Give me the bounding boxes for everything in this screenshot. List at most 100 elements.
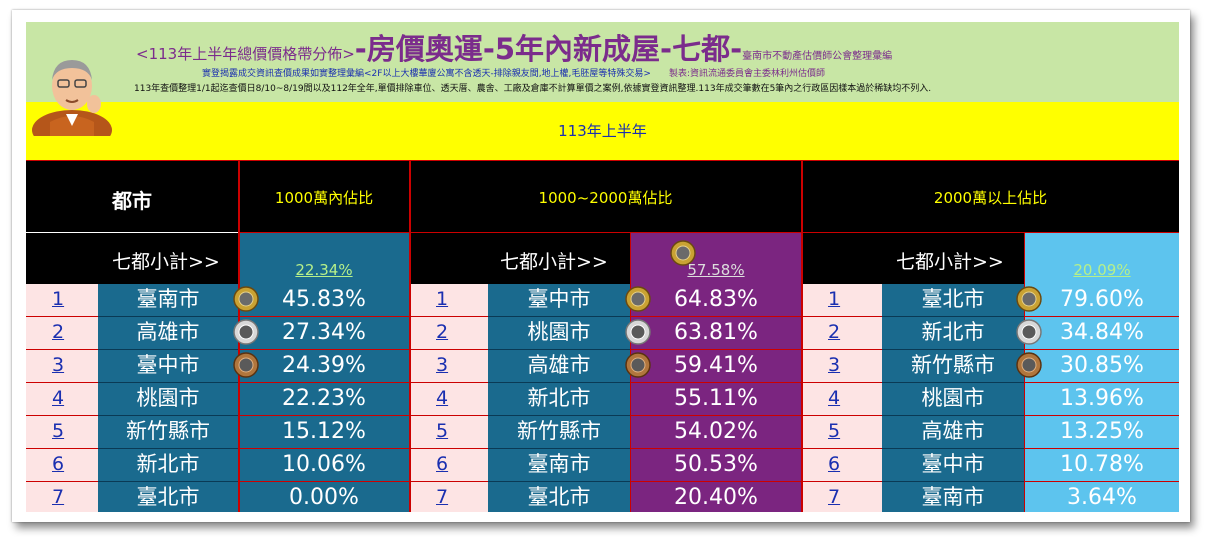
bronze-medal-icon [625, 352, 651, 378]
pct-cell: 64.83% [631, 284, 801, 317]
city-cell: 高雄市 [98, 317, 238, 350]
gold-medal-icon [625, 286, 651, 312]
group2-subtotal: 57.58% [687, 261, 745, 279]
group3-header: 2000萬以上佔比 [933, 189, 1048, 207]
subtotal-label: 七都小計>> [896, 251, 1004, 273]
group3-header-cell: 2000萬以上佔比 [802, 161, 1179, 232]
rank-link[interactable]: 1 [26, 284, 98, 317]
rank-link[interactable]: 5 [410, 416, 488, 449]
rank-link[interactable]: 5 [802, 416, 882, 449]
rank-link[interactable]: 6 [802, 449, 882, 482]
city-cell: 臺中市 [882, 449, 1024, 482]
pct-cell: 22.23% [239, 383, 409, 416]
group1-header-cell: 1000萬內佔比 [239, 161, 409, 232]
subtitle-maker: 製表:資訊流通委員會主委林利州估價師 [668, 69, 826, 79]
rank-link[interactable]: 3 [410, 350, 488, 383]
period-label: 113年上半年 [558, 122, 647, 140]
subtotal-label: 七都小計>> [500, 251, 608, 273]
city-cell: 桃園市 [98, 383, 238, 416]
rank-link[interactable]: 6 [410, 449, 488, 482]
city-cell: 高雄市 [488, 350, 630, 383]
bronze-medal-icon [233, 352, 259, 378]
rank-link[interactable]: 6 [26, 449, 98, 482]
silver-medal-icon [1016, 319, 1042, 345]
group1-subtotal-cell: 22.34% [239, 233, 409, 284]
subtitle-source: 實登揭露成交資訊查價成果如實整理彙編<2F以上大樓華廈公寓不含透天-排除親友間,… [202, 69, 651, 79]
city-header: 都市 [112, 189, 152, 213]
period-band: 113年上半年 [26, 102, 1179, 161]
group2-subtotal-cell: 57.58% [631, 233, 801, 284]
pct-cell: 20.40% [631, 482, 801, 512]
city-cell: 臺中市 [488, 284, 630, 317]
subtotal-label-cell-2: 七都小計>> [410, 233, 630, 284]
pct-cell: 15.12% [239, 416, 409, 449]
city-cell: 新北市 [882, 317, 1024, 350]
city-cell: 新竹縣市 [98, 416, 238, 449]
pct-cell: 10.06% [239, 449, 409, 482]
pct-cell: 13.96% [1025, 383, 1179, 416]
subtitle-line: 實登揭露成交資訊查價成果如實整理彙編<2F以上大樓華廈公寓不含透天-排除親友間,… [202, 66, 825, 79]
spreadsheet-view: <113年上半年總價價格帶分佈>-房價奧運-5年內新成屋-七都-臺南市不動產估價… [26, 22, 1179, 512]
rank-link[interactable]: 7 [410, 482, 488, 512]
silver-medal-icon [625, 319, 651, 345]
page-title: -房價奧運-5年內新成屋-七都- [354, 32, 743, 66]
city-cell: 臺北市 [98, 482, 238, 512]
city-header-cell: 都市 [26, 161, 238, 232]
rank-link[interactable]: 5 [26, 416, 98, 449]
group2-header: 1000~2000萬佔比 [538, 189, 673, 207]
grid-line [801, 161, 803, 512]
rank-link[interactable]: 4 [410, 383, 488, 416]
pct-cell: 50.53% [631, 449, 801, 482]
silver-medal-icon [233, 319, 259, 345]
rank-link[interactable]: 1 [410, 284, 488, 317]
city-cell: 桃園市 [882, 383, 1024, 416]
pct-cell: 10.78% [1025, 449, 1179, 482]
rank-link[interactable]: 2 [802, 317, 882, 350]
pct-cell: 0.00% [239, 482, 409, 512]
group2-header-cell: 1000~2000萬佔比 [410, 161, 801, 232]
pct-cell: 55.11% [631, 383, 801, 416]
pct-cell: 3.64% [1025, 482, 1179, 512]
grid-line [239, 232, 1179, 233]
city-cell: 臺南市 [882, 482, 1024, 512]
city-cell: 新北市 [98, 449, 238, 482]
gold-medal-icon [1016, 286, 1042, 312]
rank-link[interactable]: 3 [26, 350, 98, 383]
pct-cell: 30.85% [1025, 350, 1179, 383]
pct-cell: 63.81% [631, 317, 801, 350]
pct-cell: 45.83% [239, 284, 409, 317]
rank-link[interactable]: 3 [802, 350, 882, 383]
pct-cell: 79.60% [1025, 284, 1179, 317]
pct-cell: 24.39% [239, 350, 409, 383]
grid-line [409, 161, 411, 512]
rank-link[interactable]: 2 [410, 317, 488, 350]
gold-medal-icon [670, 240, 696, 266]
group3-subtotal-cell: 20.09% [1025, 233, 1179, 284]
group3-subtotal: 20.09% [1073, 261, 1131, 279]
rank-link[interactable]: 4 [802, 383, 882, 416]
group1-header: 1000萬內佔比 [274, 189, 374, 207]
city-cell: 新竹縣市 [488, 416, 630, 449]
rank-link[interactable]: 7 [26, 482, 98, 512]
city-cell: 臺南市 [98, 284, 238, 317]
city-cell: 新竹縣市 [882, 350, 1024, 383]
city-cell: 臺中市 [98, 350, 238, 383]
gold-medal-icon [233, 286, 259, 312]
pct-cell: 34.84% [1025, 317, 1179, 350]
rank-link[interactable]: 1 [802, 284, 882, 317]
city-cell: 桃園市 [488, 317, 630, 350]
note-line: 113年查價整理1/1起迄查價日8/10~8/19間以及112年全年,單價排除車… [134, 84, 932, 94]
pct-cell: 27.34% [239, 317, 409, 350]
title-org: 臺南市不動產估價師公會整理彙編 [742, 51, 893, 62]
rank-link[interactable]: 4 [26, 383, 98, 416]
pct-cell: 54.02% [631, 416, 801, 449]
rank-link[interactable]: 2 [26, 317, 98, 350]
subtotal-label-cell-3: 七都小計>> [802, 233, 1024, 284]
city-cell: 臺南市 [488, 449, 630, 482]
rank-link[interactable]: 7 [802, 482, 882, 512]
pct-cell: 59.41% [631, 350, 801, 383]
header-banner: <113年上半年總價價格帶分佈>-房價奧運-5年內新成屋-七都-臺南市不動產估價… [26, 22, 1179, 102]
avatar-icon [32, 60, 112, 136]
city-cell: 臺北市 [882, 284, 1024, 317]
subtotal-label-cell-1: 七都小計>> [26, 233, 238, 284]
